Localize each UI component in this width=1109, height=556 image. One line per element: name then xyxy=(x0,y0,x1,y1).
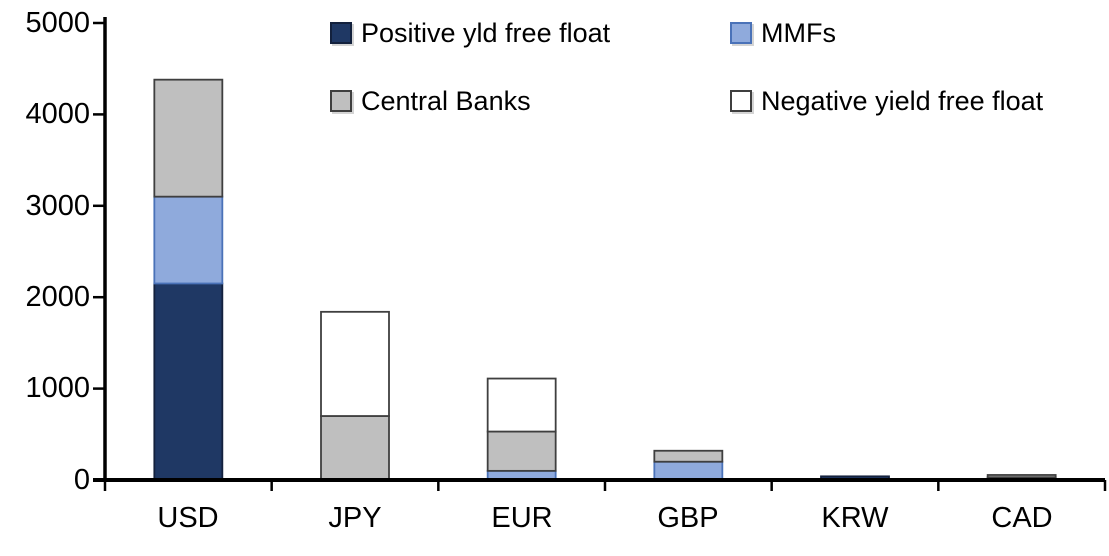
bar-segment xyxy=(320,310,390,417)
x-category-label: GBP xyxy=(657,502,719,534)
legend-swatch-negative-yield-free-float xyxy=(730,90,752,112)
x-category-label: CAD xyxy=(991,502,1053,534)
x-category-label: KRW xyxy=(821,502,889,534)
legend-label: Negative yield free float xyxy=(761,86,1044,116)
bar-segment xyxy=(486,430,557,472)
legend-swatch-mmfs xyxy=(730,22,752,44)
y-tick-label: 0 xyxy=(73,464,90,496)
legend-label: MMFs xyxy=(761,18,836,48)
legend-swatch-central-banks xyxy=(330,90,352,112)
y-tick-label: 5000 xyxy=(25,7,90,39)
legend-item-mmfs: MMFs xyxy=(730,18,836,48)
bar-segment xyxy=(153,78,224,198)
bar-segment xyxy=(320,415,390,481)
x-category-label: EUR xyxy=(491,502,553,534)
y-tick-label: 1000 xyxy=(25,372,90,404)
legend-label: Positive yld free float xyxy=(361,18,611,48)
bar-segment xyxy=(153,282,224,481)
bar-segment xyxy=(653,460,724,481)
legend-swatch-positive-yld-free-float xyxy=(330,22,352,44)
x-category-label: USD xyxy=(157,502,219,534)
bar-segment xyxy=(486,377,557,433)
legend-label: Central Banks xyxy=(361,86,531,116)
bar-segment xyxy=(653,449,724,463)
bar-segment xyxy=(153,195,224,285)
y-tick-label: 2000 xyxy=(25,281,90,313)
bar-segment xyxy=(986,474,1057,479)
legend-item-central-banks: Central Banks xyxy=(330,86,531,116)
y-tick-label: 3000 xyxy=(25,190,90,222)
x-category-label: JPY xyxy=(328,502,382,534)
legend-item-positive-yld-free-float: Positive yld free float xyxy=(330,18,611,48)
legend-item-negative-yield-free-float: Negative yield free float xyxy=(730,86,1044,116)
y-tick-label: 4000 xyxy=(25,98,90,130)
